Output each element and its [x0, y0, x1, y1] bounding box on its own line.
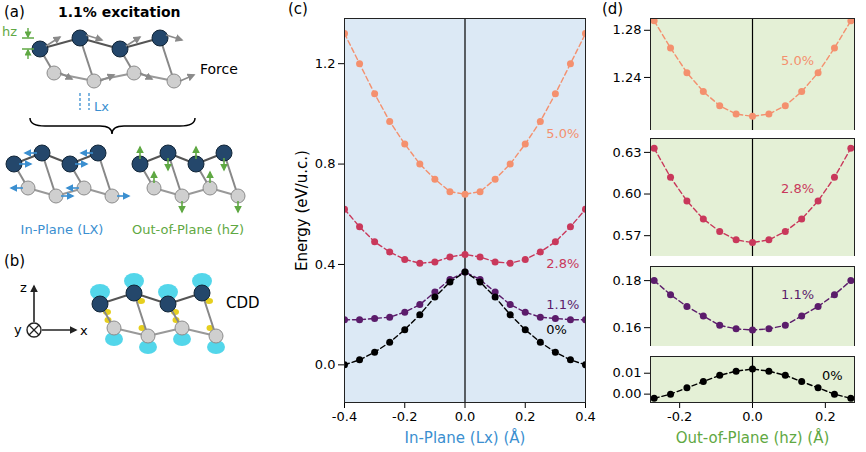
svg-text:0%: 0%	[546, 322, 567, 337]
svg-text:(b): (b)	[4, 252, 25, 270]
svg-text:0.01: 0.01	[613, 365, 642, 380]
svg-text:Force: Force	[200, 61, 238, 77]
svg-text:Out-of-Plane (hz) (Å): Out-of-Plane (hz) (Å)	[676, 428, 830, 447]
svg-text:Out-of-Plane (hZ): Out-of-Plane (hZ)	[132, 222, 244, 237]
svg-text:(a): (a)	[4, 3, 25, 21]
html-text:(d): (d)	[602, 0, 624, 18]
svg-text:0.63: 0.63	[613, 145, 642, 160]
svg-text:CDD: CDD	[226, 294, 260, 312]
svg-text:Energy (eV/u.c.): Energy (eV/u.c.)	[293, 150, 311, 271]
svg-text:1.28: 1.28	[613, 22, 642, 37]
svg-text:0.16: 0.16	[613, 320, 642, 335]
svg-text:0.57: 0.57	[613, 228, 642, 243]
svg-text:5.0%: 5.0%	[546, 126, 579, 141]
svg-text:0.2: 0.2	[515, 409, 536, 424]
svg-text:0.18: 0.18	[613, 273, 642, 288]
html-text:(c): (c)	[288, 0, 308, 18]
svg-text:0.4: 0.4	[315, 257, 336, 272]
svg-text:z: z	[20, 280, 27, 295]
svg-text:y: y	[14, 322, 22, 337]
svg-text:0.60: 0.60	[613, 186, 642, 201]
svg-text:-0.2: -0.2	[392, 409, 417, 424]
svg-text:0.00: 0.00	[613, 386, 642, 401]
svg-text:0.0: 0.0	[315, 357, 336, 372]
svg-text:-0.4: -0.4	[332, 409, 357, 424]
svg-text:1.1% excitation: 1.1% excitation	[58, 4, 181, 20]
svg-text:hz: hz	[2, 24, 17, 39]
svg-text:0.0: 0.0	[742, 409, 763, 424]
svg-text:In-Plane (Lx) (Å): In-Plane (Lx) (Å)	[405, 428, 526, 447]
svg-text:1.1%: 1.1%	[781, 287, 814, 302]
svg-text:2.8%: 2.8%	[546, 256, 579, 271]
svg-text:In-Plane (LX): In-Plane (LX)	[21, 222, 104, 237]
svg-text:0.2: 0.2	[815, 409, 836, 424]
svg-text:1.1%: 1.1%	[546, 297, 579, 312]
svg-text:Lx: Lx	[94, 99, 109, 114]
svg-text:-0.2: -0.2	[667, 409, 692, 424]
svg-text:x: x	[80, 323, 88, 338]
svg-text:0%: 0%	[822, 368, 843, 383]
svg-text:2.8%: 2.8%	[781, 181, 814, 196]
svg-text:1.2: 1.2	[315, 56, 336, 71]
svg-text:5.0%: 5.0%	[781, 53, 814, 68]
svg-text:1.24: 1.24	[613, 70, 642, 85]
svg-text:0.4: 0.4	[575, 409, 596, 424]
svg-text:0.0: 0.0	[455, 409, 476, 424]
svg-text:0.8: 0.8	[315, 156, 336, 171]
